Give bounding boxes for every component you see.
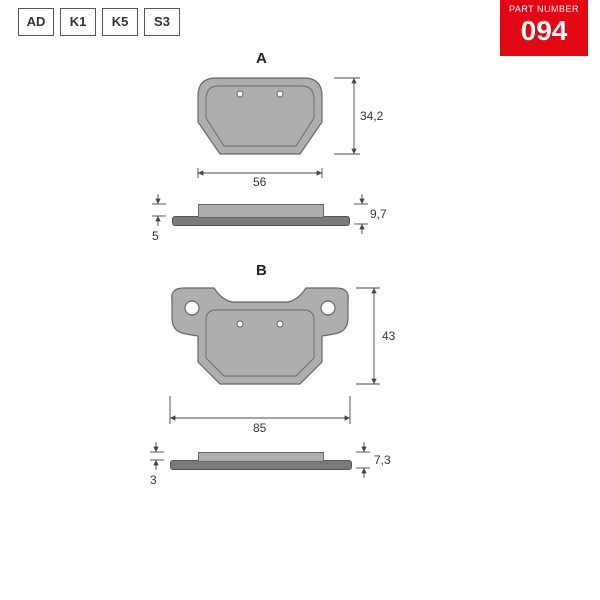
dim-b-total-thick: 7,3 xyxy=(374,453,391,467)
pad-a-front xyxy=(0,0,600,600)
code-badge: K1 xyxy=(60,8,96,36)
part-number-box: PART NUMBER 094 xyxy=(500,0,588,56)
pad-b-side-friction xyxy=(198,452,324,462)
dim-a-width: 56 xyxy=(253,175,267,189)
dim-a-pad-thick: 5 xyxy=(152,229,159,243)
dim-b-pad-thick: 3 xyxy=(150,473,157,487)
dimension-overlay: 56 34,2 5 9,7 85 43 3 xyxy=(0,0,600,600)
section-b-label: B xyxy=(256,262,267,279)
diagram-canvas: AD K1 K5 S3 PART NUMBER 094 A B xyxy=(0,0,600,600)
dim-a-total-thick: 9,7 xyxy=(370,207,387,221)
dim-a-height: 34,2 xyxy=(360,109,384,123)
part-number-value: 094 xyxy=(500,14,588,48)
code-badge: AD xyxy=(18,8,54,36)
code-badge: S3 xyxy=(144,8,180,36)
pad-b-front xyxy=(0,0,600,600)
code-badge: K5 xyxy=(102,8,138,36)
section-a-label: A xyxy=(256,50,267,67)
pad-a-side-friction xyxy=(198,204,324,218)
part-number-label: PART NUMBER xyxy=(500,0,588,14)
dim-b-width: 85 xyxy=(253,421,267,435)
dim-b-height: 43 xyxy=(382,329,396,343)
